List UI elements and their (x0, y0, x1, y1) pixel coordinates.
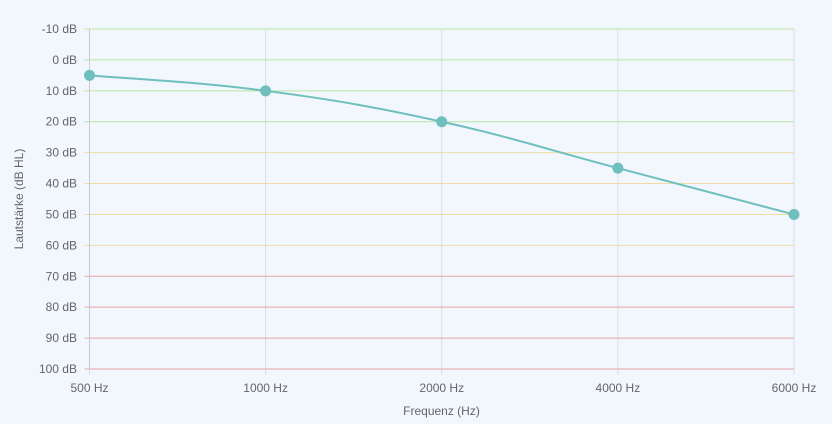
x-tick-label: 2000 Hz (419, 381, 464, 395)
y-tick-label: 10 dB (46, 84, 77, 98)
y-axis-title: Lautstärke (dB HL) (12, 149, 26, 250)
x-tick-label: 6000 Hz (772, 381, 817, 395)
y-tick-label: 80 dB (46, 300, 77, 314)
data-point[interactable] (436, 116, 448, 128)
data-point[interactable] (788, 208, 800, 220)
data-point[interactable] (260, 85, 272, 97)
x-tick-label: 500 Hz (70, 381, 108, 395)
y-tick-label: 30 dB (46, 146, 77, 160)
y-tick-label: 60 dB (46, 238, 77, 252)
y-tick-label: 90 dB (46, 331, 77, 345)
data-point[interactable] (84, 69, 95, 81)
x-axis-title: Frequenz (Hz) (403, 404, 480, 418)
axis-layer: -10 dB 0 dB 10 dB 20 dB 30 dB 40 dB 50 dB 60 dB… (39, 22, 816, 395)
y-tick-label: 100 dB (39, 362, 77, 376)
x-tick-label: 1000 Hz (243, 381, 288, 395)
y-tick-label: 70 dB (46, 269, 77, 283)
grid-layer (84, 28, 795, 375)
y-tick-label: -10 dB (42, 22, 77, 36)
data-point[interactable] (612, 162, 624, 174)
y-tick-label: 20 dB (46, 115, 77, 129)
series-layer (84, 69, 800, 220)
y-tick-label: 40 dB (46, 177, 77, 191)
x-tick-label: 4000 Hz (596, 381, 641, 395)
y-tick-label: 0 dB (52, 53, 77, 67)
y-tick-label: 50 dB (46, 207, 77, 221)
